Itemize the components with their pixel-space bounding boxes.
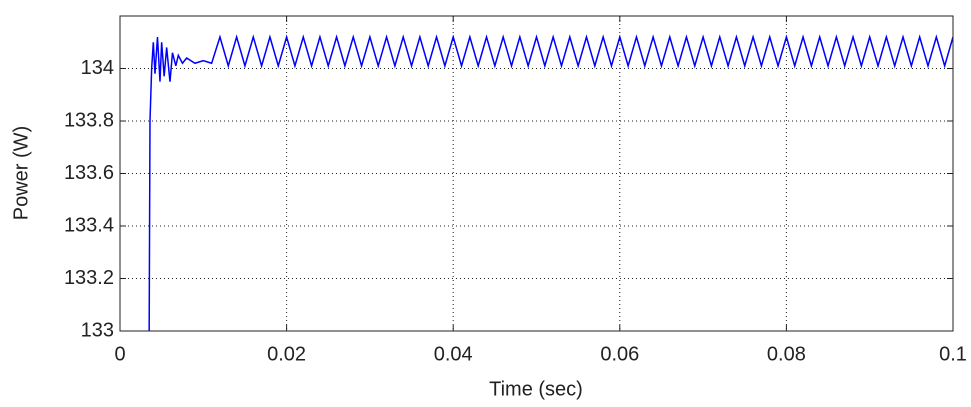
y-tick-label: 133.2 [64,267,114,289]
x-tick-label: 0.02 [267,343,306,365]
y-tick-label: 133.4 [64,214,114,236]
x-tick-label: 0 [114,343,125,365]
x-tick-label: 0.04 [434,343,473,365]
data-line [148,34,953,331]
x-tick-label: 0.08 [767,343,806,365]
y-axis-label: Power (W) [10,126,32,220]
x-axis-label: Time (sec) [489,378,583,400]
x-tick-label: 0.06 [600,343,639,365]
y-tick-label: 134 [81,57,114,79]
plot-frame [119,15,954,332]
y-tick-label: 133.8 [64,109,114,131]
y-tick-label: 133.6 [64,162,114,184]
y-tick-label: 133 [81,319,114,341]
x-tick-label: 0.1 [939,343,967,365]
